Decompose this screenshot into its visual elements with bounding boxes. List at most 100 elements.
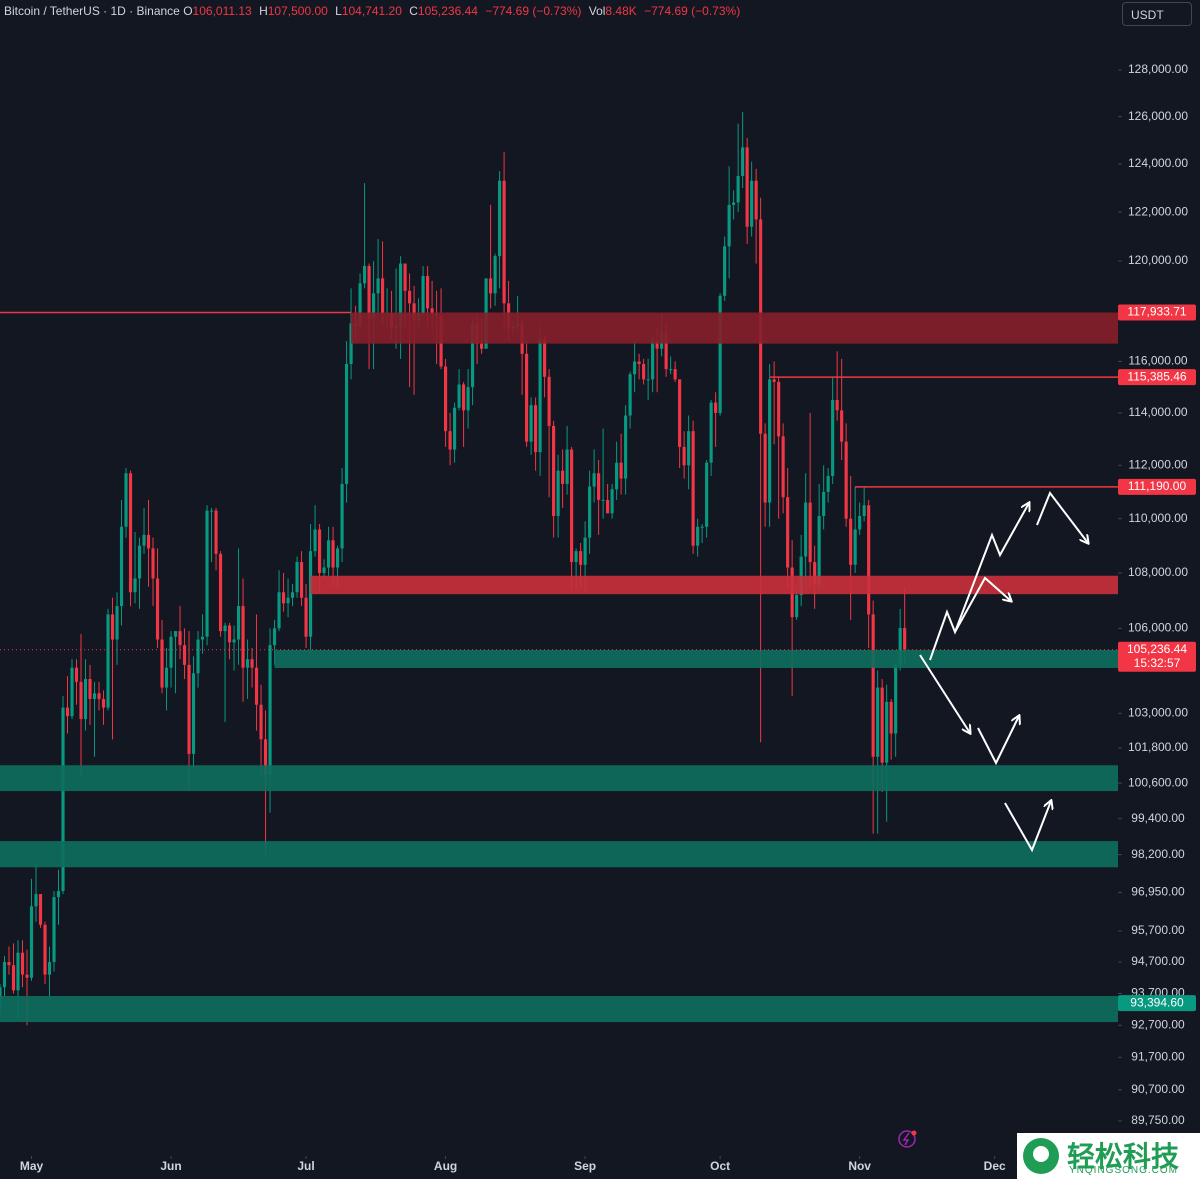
arrow-down: [919, 654, 970, 733]
candle-body: [898, 628, 902, 665]
alert-icon[interactable]: [898, 1130, 917, 1148]
candle-body: [858, 515, 862, 530]
candle-body: [317, 529, 322, 573]
y-tick-label: 124,000.00: [1128, 156, 1188, 170]
y-tick-label: 108,000.00: [1128, 565, 1188, 579]
x-tick-label: Aug: [434, 1159, 457, 1173]
candle-body: [651, 341, 655, 380]
candle-body: [97, 693, 101, 699]
candle-body: [358, 283, 362, 326]
volume-change: −774.69 (−0.73%): [644, 4, 741, 18]
candle-body: [128, 473, 133, 593]
candle-body: [254, 667, 259, 705]
candle-body: [754, 180, 758, 220]
candle-body: [543, 338, 547, 377]
candle-body: [223, 625, 227, 632]
candle-body: [633, 361, 637, 375]
field-value: 105,236.44: [417, 4, 478, 18]
price-tag: [1118, 641, 1196, 672]
candle-body: [669, 369, 673, 371]
candle-body: [268, 645, 272, 775]
symbol[interactable]: Bitcoin / TetherUS · 1D · Binance: [4, 4, 180, 18]
volume-value: 8.48K: [605, 4, 637, 18]
currency-button[interactable]: USDT: [1122, 2, 1192, 26]
candle-body: [804, 502, 808, 557]
candle-body: [169, 636, 173, 668]
candle-body: [20, 952, 25, 975]
x-tick-label: Sep: [574, 1159, 596, 1173]
candle-body: [340, 483, 344, 549]
candle-body: [380, 278, 385, 314]
x-tick-label: Jul: [297, 1159, 314, 1173]
candle-body: [151, 548, 155, 579]
candle-body: [214, 510, 218, 554]
y-tick-label: 100,600.00: [1128, 775, 1188, 789]
watermark-site: YNQINGSONG.COM: [1069, 1165, 1179, 1176]
y-tick-label: 98,200.00: [1131, 847, 1185, 861]
candle-body: [281, 592, 286, 604]
candle-body: [745, 147, 749, 227]
candle-body: [209, 510, 214, 512]
candle-body: [696, 526, 700, 546]
candle-body: [529, 405, 533, 442]
candle-body: [646, 379, 650, 381]
field-value: 107,500.00: [267, 4, 328, 18]
y-tick-label: 94,700.00: [1131, 954, 1185, 968]
arrow-up-path: [929, 503, 1029, 661]
candle-body: [448, 431, 452, 450]
candle-body: [407, 290, 412, 304]
candle-body: [822, 491, 826, 516]
y-tick-label: 112,000.00: [1128, 458, 1187, 472]
x-tick-label: Dec: [984, 1159, 1006, 1173]
candle-body: [619, 462, 623, 479]
candle-body: [263, 739, 268, 775]
candle-body: [227, 625, 232, 643]
y-tick-label: 126,000.00: [1128, 109, 1188, 123]
candle-body: [606, 499, 610, 514]
candle-body: [367, 266, 371, 319]
candle-body: [750, 180, 754, 227]
candle-body: [678, 379, 682, 447]
candle-body: [849, 518, 853, 565]
watermark-logo: [1023, 1138, 1059, 1174]
candle-body: [552, 425, 556, 516]
candle-body: [772, 379, 776, 382]
candle-body: [7, 962, 11, 966]
candle-body: [655, 341, 659, 349]
candle-body: [741, 147, 745, 176]
candle-body: [142, 534, 146, 546]
candle-body: [124, 473, 128, 527]
candle-body: [642, 363, 646, 380]
price-tag-label: 117,933.71: [1127, 305, 1186, 319]
candle-body: [426, 275, 430, 309]
candle-body: [52, 897, 56, 963]
candle-body: [736, 175, 740, 203]
candle-body: [570, 449, 574, 563]
candle-body: [47, 962, 52, 975]
change: −774.69 (−0.73%): [485, 4, 582, 18]
candle-body: [398, 263, 403, 326]
candle-body: [763, 433, 767, 503]
candle-body: [331, 540, 335, 568]
candle-body: [295, 562, 299, 593]
candle-body: [444, 366, 448, 432]
candle-body: [768, 379, 772, 503]
y-tick-label: 90,700.00: [1131, 1082, 1185, 1096]
candle-body: [583, 537, 587, 565]
candle-body: [344, 363, 349, 484]
candle-body: [83, 679, 88, 720]
candle-body: [889, 701, 893, 734]
candle-body: [349, 323, 353, 364]
y-tick-label: 101,800.00: [1128, 740, 1188, 754]
candle-body: [88, 679, 92, 699]
candle-body: [525, 353, 529, 442]
candle-body: [574, 551, 578, 563]
candle-body: [700, 526, 704, 528]
candle-body: [588, 486, 592, 538]
y-tick-label: 89,750.00: [1131, 1113, 1185, 1127]
candle-body: [74, 667, 79, 682]
candle-body: [709, 402, 713, 463]
candle-body: [34, 894, 38, 907]
candle-body: [817, 515, 821, 584]
candle-body: [200, 636, 205, 640]
